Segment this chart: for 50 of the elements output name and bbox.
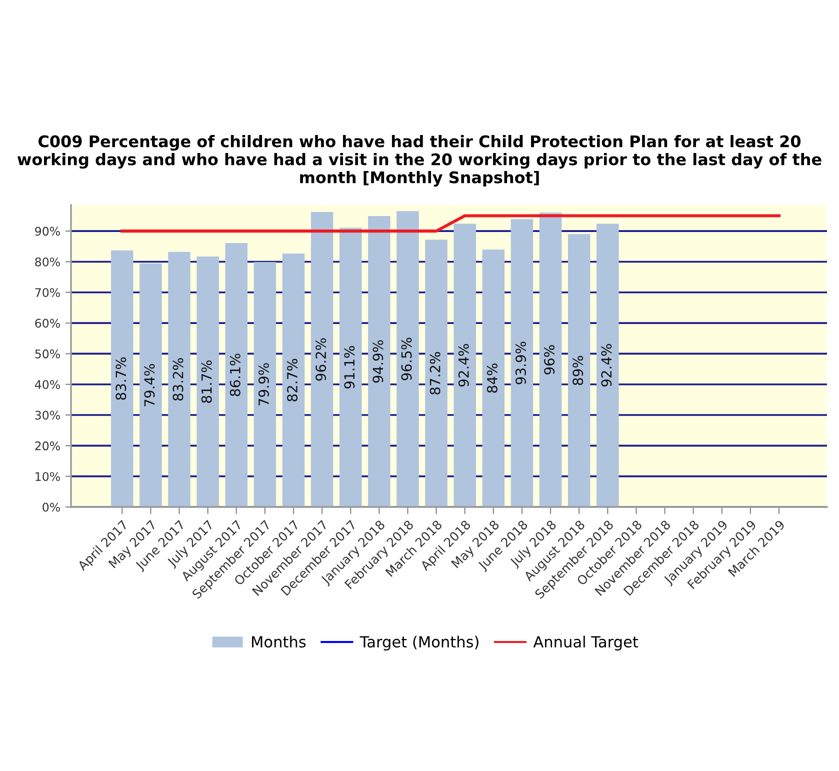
bar <box>110 250 134 507</box>
bar <box>539 212 562 507</box>
y-tick-label: 10% <box>36 472 60 481</box>
y-tick-label: 0% <box>42 502 60 512</box>
bar <box>425 240 448 507</box>
legend-label: Target (Months) <box>360 636 478 651</box>
bar <box>596 224 619 507</box>
bar <box>196 256 219 507</box>
y-tick-label: 20% <box>35 441 60 450</box>
bar <box>339 228 362 507</box>
data-label: 96.2% <box>316 338 326 381</box>
bar <box>396 211 419 507</box>
data-label: 79.4% <box>144 364 155 406</box>
chart-title: C009 Percentage of children who have had their Child Protection Plan for at least 20 working days and who have had a visit in the 20 working days prior to the last day of the month [Monthly Snapshot] <box>18 135 822 187</box>
bar <box>568 234 590 507</box>
data-label: 84% <box>486 364 498 393</box>
y-tick-label: 60% <box>35 318 60 328</box>
data-label: 82.7% <box>287 358 298 402</box>
y-tick-label: 70% <box>35 288 60 298</box>
data-label: 96.5% <box>401 338 412 380</box>
bar <box>310 212 334 507</box>
bar <box>168 252 190 507</box>
bar <box>454 224 476 507</box>
data-label: 79.9% <box>258 363 269 406</box>
data-label: 81.7% <box>201 360 212 403</box>
data-label: 91.1% <box>344 346 355 389</box>
data-label: 86.1% <box>230 354 240 396</box>
data-label: 92.4% <box>601 344 612 387</box>
data-label: 93.9% <box>515 342 526 384</box>
bar <box>482 249 505 507</box>
bar <box>225 243 248 507</box>
bar <box>254 262 276 507</box>
y-tick-label: 30% <box>35 410 60 420</box>
bar <box>140 264 162 507</box>
data-label: 89% <box>572 356 584 386</box>
legend-label: Months <box>252 636 306 648</box>
legend-label: Annual Target <box>533 636 638 651</box>
y-tick-label: 80% <box>35 257 60 266</box>
bar <box>510 219 534 507</box>
y-tick-label: 90% <box>35 226 60 236</box>
y-tick-label: 40% <box>34 380 60 390</box>
data-label: 87.2% <box>430 352 440 394</box>
data-label: 94.9% <box>372 340 384 383</box>
bar <box>368 216 390 507</box>
y-tick-label: 50% <box>35 349 60 358</box>
data-label: 83.2% <box>172 358 184 401</box>
data-label: 92.4% <box>458 344 469 387</box>
data-label: 83.7% <box>116 357 126 400</box>
bar <box>282 253 305 507</box>
data-label: 96% <box>544 345 555 374</box>
